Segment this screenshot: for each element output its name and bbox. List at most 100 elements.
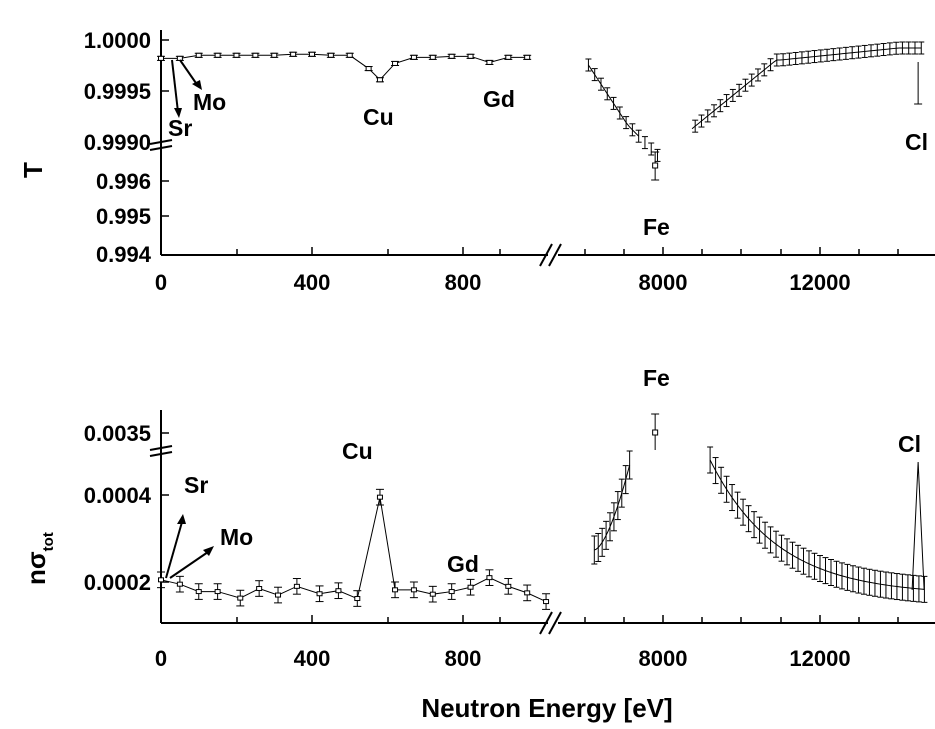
- top-fe-dip-curve: [588, 47, 922, 137]
- data-point: [275, 592, 282, 598]
- data-point: [214, 52, 221, 58]
- top-y-break-mark-1: [149, 139, 173, 145]
- bottom-y-break-mark-2: [149, 451, 173, 457]
- top-series-low-energy: [157, 51, 532, 83]
- data-point: [524, 54, 531, 60]
- fe-min-point: [652, 162, 659, 169]
- annotation-sr-top: Sr: [168, 115, 192, 141]
- annotation-gd-top: Gd: [483, 86, 515, 112]
- annotation-cl-top: Cl: [905, 129, 928, 155]
- data-point: [290, 51, 297, 57]
- annotation-gd-bottom: Gd: [447, 551, 479, 577]
- bottom-series-high-energy: [591, 413, 928, 603]
- annotation-mo-bottom: Mo: [220, 524, 253, 550]
- annotation-arrow-mo-bottom: [169, 551, 209, 579]
- data-point: [486, 575, 493, 581]
- arrowhead-mo-top: [192, 80, 202, 90]
- annotation-cu-top: Cu: [363, 104, 394, 130]
- data-point: [195, 52, 202, 58]
- bottom-y-tick-label: 0.0002: [84, 570, 151, 595]
- top-y-tick-label: 1.0000: [84, 28, 151, 53]
- top-y-break-mark-2: [149, 145, 173, 151]
- annotation-sr-bottom: Sr: [184, 472, 208, 498]
- data-point: [176, 581, 183, 587]
- bottom-y-axis-title: nσtot: [21, 532, 57, 585]
- annotation-arrow-sr-bottom: [165, 521, 183, 579]
- bottom-x-tick-label: 12000: [789, 646, 850, 671]
- top-x-tick-label: 8000: [639, 270, 688, 295]
- data-point: [392, 587, 399, 593]
- top-y-tick-label: 0.9995: [84, 79, 151, 104]
- x-axis-title: Neutron Energy [eV]: [421, 693, 672, 723]
- annotation-fe-bottom: Fe: [643, 365, 670, 391]
- cl-spike: [911, 461, 925, 591]
- data-point: [392, 60, 399, 66]
- bottom-high-energy-error-bars: [591, 413, 928, 603]
- data-point: [158, 577, 164, 583]
- data-point: [237, 595, 244, 601]
- data-point: [214, 589, 221, 595]
- top-y-axis-title: T: [18, 162, 48, 178]
- data-point: [505, 54, 512, 60]
- data-point: [429, 54, 436, 60]
- top-x-ticks: [236, 247, 899, 255]
- bottom-x-tick-label: 800: [445, 646, 482, 671]
- top-x-break-mark-1: [539, 243, 553, 267]
- annotation-arrow-sr-top: [171, 59, 179, 113]
- data-point: [376, 494, 383, 500]
- data-point: [354, 596, 361, 602]
- data-point: [448, 53, 455, 59]
- data-point: [316, 591, 323, 597]
- annotation-fe-top: Fe: [643, 214, 670, 240]
- bottom-y-tick-label: 0.0035: [84, 421, 151, 446]
- data-point: [252, 52, 259, 58]
- data-point: [293, 583, 300, 589]
- data-point: [327, 52, 334, 58]
- bottom-x-tick-label: 0: [155, 646, 167, 671]
- arrowhead-sr-bottom: [177, 514, 186, 524]
- arrowhead-mo-bottom: [203, 546, 214, 556]
- data-point: [505, 583, 512, 589]
- top-x-tick-label: 0: [155, 270, 167, 295]
- top-y-tick-label: 0.995: [96, 204, 151, 229]
- data-point: [365, 66, 372, 72]
- data-point: [467, 584, 474, 590]
- bottom-y-break-mark-1: [149, 445, 173, 451]
- arrowhead-sr-top: [174, 108, 182, 118]
- bottom-y-tick-label: 0.0004: [84, 483, 152, 508]
- data-point: [448, 589, 455, 595]
- annotation-mo-top: Mo: [193, 89, 226, 115]
- data-point: [410, 54, 417, 60]
- data-point: [410, 587, 417, 593]
- bottom-x-tick-label: 8000: [639, 646, 688, 671]
- bottom-series-low-energy: [157, 488, 551, 610]
- bottom-y-axis-title-main: nσ: [21, 551, 51, 585]
- top-x-break-mark-2: [548, 243, 562, 267]
- bottom-x-tick-label: 400: [294, 646, 331, 671]
- data-point: [158, 55, 164, 61]
- annotation-cl-bottom: Cl: [898, 431, 921, 457]
- top-x-tick-label: 800: [445, 270, 482, 295]
- data-point: [176, 55, 183, 61]
- data-point: [256, 586, 263, 592]
- data-point: [271, 52, 278, 58]
- top-fe-error-bars: [585, 41, 925, 181]
- data-point: [486, 59, 493, 65]
- data-point: [195, 589, 202, 595]
- data-point: [524, 590, 531, 596]
- bottom-fe-rise-curve: [594, 464, 631, 551]
- bottom-panel: 0.0035 0.0004 0.0002 0 400 800 8000 1200…: [21, 365, 935, 723]
- data-point: [346, 52, 353, 58]
- data-point: [233, 52, 240, 58]
- bottom-y-axis-title-sub: tot: [40, 532, 57, 551]
- top-series-high-energy: [585, 41, 925, 181]
- top-y-tick-label: 0.994: [96, 242, 152, 267]
- data-point: [467, 53, 474, 59]
- top-x-tick-label: 400: [294, 270, 331, 295]
- top-x-tick-label: 12000: [789, 270, 850, 295]
- bottom-fe-tail-curve: [709, 459, 925, 590]
- data-point: [376, 77, 383, 83]
- data-point: [309, 51, 315, 57]
- data-point: [335, 588, 342, 594]
